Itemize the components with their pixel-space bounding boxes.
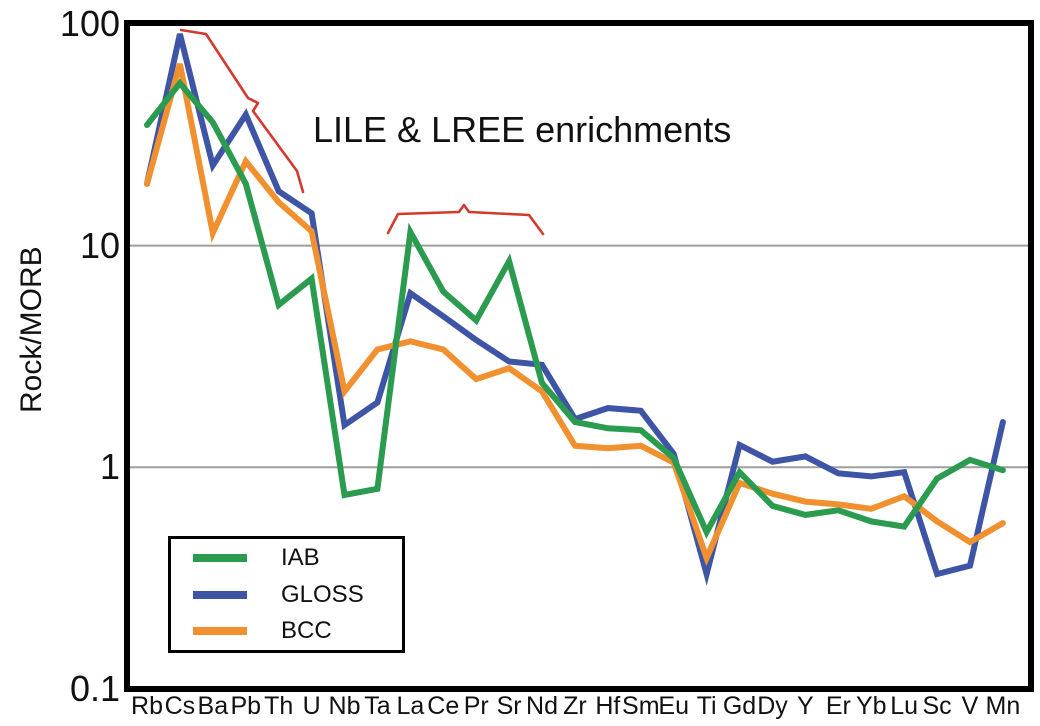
legend-label-gloss: GLOSS [281, 580, 364, 608]
x-tick-label-Nb: Nb [328, 692, 361, 720]
brace-lile-peaks [179, 28, 305, 194]
y-tick-label-10: 10 [79, 224, 120, 266]
x-tick-label-Y: Y [797, 692, 814, 720]
x-tick-label-La: La [396, 692, 425, 720]
x-tick-label-V: V [961, 692, 979, 720]
legend-item-iab: IAB [171, 541, 402, 575]
x-tick-label-Sr: Sr [496, 692, 522, 720]
legend-swatch-gloss [193, 590, 247, 599]
x-tick-label-Er: Er [825, 692, 851, 720]
x-tick-label-Yb: Yb [855, 692, 887, 720]
brace-lree [386, 203, 545, 236]
x-tick-label-Gd: Gd [722, 692, 757, 720]
x-tick-label-U: U [302, 692, 321, 720]
x-tick-label-Sc: Sc [922, 692, 952, 720]
x-tick-label-Ti: Ti [696, 692, 717, 720]
series-line-iab [144, 78, 1006, 539]
legend-label-bcc: BCC [281, 616, 332, 644]
x-tick-label-Zr: Zr [563, 692, 587, 720]
legend-item-bcc: BCC [171, 614, 402, 648]
series-line-bcc [144, 63, 1006, 567]
legend-swatch-bcc [193, 626, 247, 635]
x-tick-label-Lu: Lu [890, 692, 919, 720]
x-tick-label-Rb: Rb [131, 692, 163, 720]
x-tick-label-Eu: Eu [658, 692, 690, 720]
legend-swatch-iab [193, 554, 247, 563]
x-tick-label-Pb: Pb [230, 692, 262, 720]
x-tick-label-Ba: Ba [197, 692, 229, 720]
legend-label-iab: IAB [281, 544, 320, 572]
x-tick-label-Sm: Sm [622, 692, 660, 720]
x-tick-label-Cs: Cs [164, 692, 196, 720]
x-tick-label-Mn: Mn [985, 692, 1021, 720]
x-tick-label-Pr: Pr [463, 692, 489, 720]
x-tick-label-Ta: Ta [364, 692, 391, 720]
x-tick-label-Dy: Dy [757, 692, 788, 720]
x-tick-label-Hf: Hf [595, 692, 621, 720]
y-tick-label-100: 100 [59, 2, 120, 44]
annotation-lile-lree: LILE & LREE enrichments [313, 109, 732, 150]
x-tick-label-Nd: Nd [526, 692, 559, 720]
x-tick-label-Ce: Ce [427, 692, 460, 720]
legend-item-gloss: GLOSS [171, 578, 402, 612]
x-tick-label-Th: Th [264, 692, 294, 720]
legend: IAB GLOSS BCC [168, 536, 405, 653]
y-tick-label-1: 1 [99, 446, 120, 488]
plot-border [124, 20, 1034, 692]
y-axis-title: Rock/MORB [15, 246, 48, 413]
y-tick-label-0.1: 0.1 [69, 668, 120, 709]
